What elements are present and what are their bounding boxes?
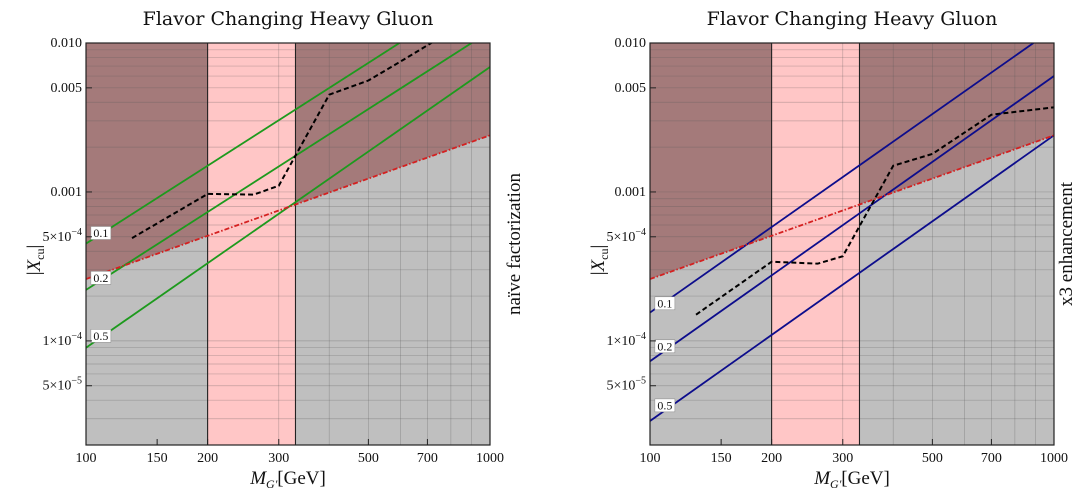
line-label-0.1: 0.1 <box>654 296 676 311</box>
label-text: 0.2 <box>657 339 672 353</box>
side-label: x3 enhancement <box>1056 181 1077 306</box>
line-label-0.5: 0.5 <box>90 329 112 343</box>
x-tick-label: 1000 <box>476 451 504 466</box>
label-box <box>90 271 112 285</box>
y-tick-label: 5×10−4 <box>42 227 82 245</box>
red-boundary-line <box>650 134 1054 280</box>
x-tick-label: 150 <box>711 451 732 466</box>
x-tick-label: 200 <box>197 451 218 466</box>
label-text: 0.5 <box>657 398 672 412</box>
label-text: 0.1 <box>657 296 672 310</box>
line-label-0.2: 0.2 <box>90 271 112 285</box>
label-box <box>90 329 112 343</box>
coupling-line-0.2 <box>650 75 1054 362</box>
chart-title: Flavor Changing Heavy Gluon <box>143 8 434 30</box>
label-text: 0.1 <box>93 226 108 240</box>
x-axis-label: MG'[GeV] <box>249 468 326 490</box>
coupling-line-0.5 <box>650 134 1054 422</box>
x-tick-label: 500 <box>922 451 943 466</box>
y-tick-label: 0.010 <box>615 36 647 51</box>
line-label-0.5: 0.5 <box>654 398 676 413</box>
y-tick-label: 5×10−5 <box>606 376 646 394</box>
label-text: 0.5 <box>93 329 108 343</box>
x-tick-label: 500 <box>358 451 379 466</box>
excluded-region-right <box>295 43 490 205</box>
plot-area: 0.1 0.2 0.5 <box>650 43 1054 445</box>
plot-area: 0.1 0.2 0.5 <box>86 43 490 445</box>
label-box <box>90 226 112 240</box>
pink-band <box>207 43 296 445</box>
plot-frame <box>649 42 1055 446</box>
y-axis-label: |Xcu| <box>588 245 611 276</box>
coupling-line-0.2 <box>86 43 474 291</box>
x-axis-label: MG'[GeV] <box>813 468 890 490</box>
excluded-region-left <box>86 43 208 280</box>
excluded-region-right <box>859 43 1054 205</box>
chart-right: Flavor Changing Heavy Gluon 0.1 0.2 0.5 10… <box>588 8 1077 490</box>
dashed-curve <box>131 43 434 239</box>
x-tick-label: 150 <box>147 451 168 466</box>
y-tick-label: 0.001 <box>615 185 647 200</box>
plot-frame <box>85 42 491 446</box>
y-tick-label: 5×10−5 <box>42 376 82 394</box>
dashed-curve <box>695 106 1054 316</box>
y-tick-label: 1×10−4 <box>42 331 82 349</box>
y-axis-label: |Xcu| <box>24 245 47 276</box>
coupling-line-0.1 <box>86 43 402 245</box>
red-boundary-line <box>86 134 490 280</box>
y-tick-label: 0.005 <box>615 81 647 96</box>
chart-title: Flavor Changing Heavy Gluon <box>707 8 998 30</box>
x-tick-label: 300 <box>832 451 853 466</box>
x-tick-label: 100 <box>76 451 97 466</box>
x-tick-label: 300 <box>268 451 289 466</box>
y-tick-label: 0.010 <box>51 36 83 51</box>
y-tick-label: 1×10−4 <box>606 331 646 349</box>
chart-left: Flavor Changing Heavy Gluon 0.1 0.2 0.5 10… <box>24 8 525 490</box>
label-box <box>654 339 676 354</box>
side-label: naïve factorization <box>504 173 525 315</box>
y-tick-label: 0.001 <box>51 185 83 200</box>
x-tick-label: 700 <box>981 451 1002 466</box>
label-box <box>654 398 676 413</box>
x-tick-label: 1000 <box>1040 451 1068 466</box>
axes: 100 150 200 300 500 700 1000 5×10−5 1×10−4 5×10−4… <box>606 36 1068 466</box>
label-text: 0.2 <box>93 271 108 285</box>
axes: 100 150 200 300 500 700 1000 5×10−5 1×10−4 5×10−4… <box>42 36 504 466</box>
x-tick-label: 700 <box>417 451 438 466</box>
x-tick-label: 200 <box>761 451 782 466</box>
line-label-0.1: 0.1 <box>90 226 112 240</box>
y-tick-label: 5×10−4 <box>606 227 646 245</box>
coupling-line-0.1 <box>650 43 1036 314</box>
label-box <box>654 296 676 311</box>
excluded-region-left <box>650 43 772 280</box>
x-tick-label: 100 <box>640 451 661 466</box>
line-label-0.2: 0.2 <box>654 339 676 354</box>
y-tick-label: 0.005 <box>51 81 83 96</box>
